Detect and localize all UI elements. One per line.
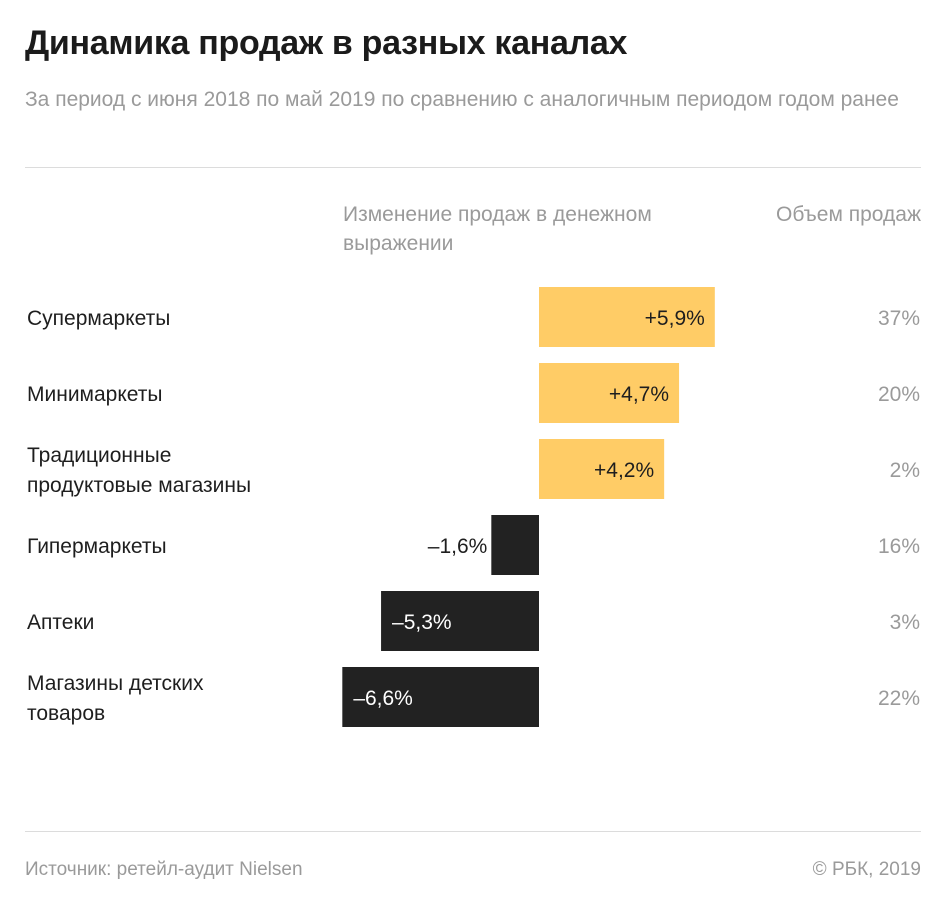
category-label: Аптеки	[27, 611, 94, 634]
column-header-volume: Объем продаж	[776, 203, 921, 226]
data-label: +4,2%	[594, 459, 654, 482]
category-label: Минимаркеты	[27, 383, 162, 406]
bottom-divider	[25, 831, 921, 832]
volume-share-label: 22%	[878, 687, 920, 710]
data-label: +5,9%	[645, 307, 705, 330]
bar	[491, 515, 539, 575]
category-label: Магазины детских товаров	[27, 672, 204, 725]
volume-share-label: 16%	[878, 535, 920, 558]
bar	[381, 591, 539, 651]
volume-share-label: 3%	[890, 611, 920, 634]
category-label: Супермаркеты	[27, 307, 170, 330]
data-label: +4,7%	[609, 383, 669, 406]
chart-subtitle: За период с июня 2018 по май 2019 по сра…	[25, 88, 899, 111]
chart-title: Динамика продаж в разных каналах	[25, 24, 628, 62]
category-label: Традиционные продуктовые магазины	[27, 444, 251, 497]
copyright-note: © РБК, 2019	[812, 859, 921, 880]
source-note: Источник: ретейл-аудит Nielsen	[25, 859, 303, 880]
volume-share-label: 20%	[878, 383, 920, 406]
bar	[342, 667, 539, 727]
bar	[539, 363, 680, 423]
column-header-change: Изменение продаж в денежном выражении	[343, 203, 652, 255]
bar	[539, 439, 665, 499]
volume-share-label: 37%	[878, 307, 920, 330]
volume-share-label: 2%	[890, 459, 920, 482]
data-label: –1,6%	[428, 535, 488, 558]
category-label: Гипермаркеты	[27, 535, 167, 558]
data-label: –5,3%	[392, 611, 452, 634]
top-divider	[25, 167, 921, 168]
data-label: –6,6%	[353, 687, 413, 710]
bar	[539, 287, 715, 347]
